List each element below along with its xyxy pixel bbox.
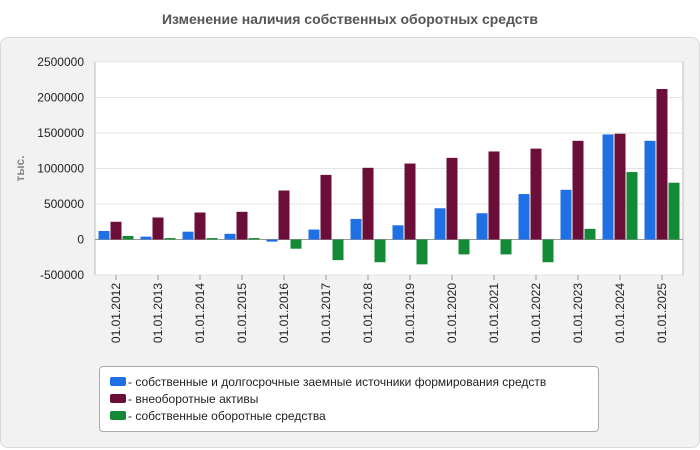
bar-s1-01.01.2023 xyxy=(560,189,572,240)
legend-swatch-sources xyxy=(110,377,126,386)
x-tick-label: 01.01.2015 xyxy=(235,283,249,343)
y-axis-label: тыс. xyxy=(13,155,27,181)
bar-s2-01.01.2013 xyxy=(152,217,164,240)
bar-s1-01.01.2025 xyxy=(644,140,656,240)
bar-s3-01.01.2013 xyxy=(164,238,176,240)
bar-s1-01.01.2018 xyxy=(350,218,362,240)
bar-s2-01.01.2014 xyxy=(194,212,206,240)
bar-s3-01.01.2024 xyxy=(626,172,638,240)
bar-s3-01.01.2015 xyxy=(248,238,260,240)
x-tick-label: 01.01.2016 xyxy=(277,283,291,343)
legend-swatch-noncurrent-assets xyxy=(110,394,126,403)
chart-legend: - собственные и долгосрочные заемные ист… xyxy=(99,366,599,432)
bar-s1-01.01.2013 xyxy=(140,236,152,240)
bar-s2-01.01.2025 xyxy=(656,88,668,240)
bar-s1-01.01.2015 xyxy=(224,233,236,240)
bar-s1-01.01.2020 xyxy=(434,208,446,240)
bar-s3-01.01.2020 xyxy=(458,239,470,255)
x-tick-label: 01.01.2018 xyxy=(361,283,375,343)
legend-swatch-working-capital xyxy=(110,411,126,420)
bar-s3-01.01.2012 xyxy=(122,235,134,240)
legend-item-noncurrent-assets: - внеоборотные активы xyxy=(110,390,598,407)
bar-s1-01.01.2017 xyxy=(308,229,320,240)
bar-s3-01.01.2016 xyxy=(290,239,302,249)
x-tick-label: 01.01.2014 xyxy=(193,283,207,343)
legend-label-noncurrent-assets: - внеоборотные активы xyxy=(128,391,259,406)
bar-s2-01.01.2016 xyxy=(278,190,290,240)
y-tick-label: -500000 xyxy=(40,268,84,282)
y-tick-label: 1000000 xyxy=(37,162,84,176)
bar-s2-01.01.2015 xyxy=(236,211,248,240)
x-tick-label: 01.01.2019 xyxy=(403,283,417,343)
y-tick-label: 1500000 xyxy=(37,126,84,140)
bar-s1-01.01.2022 xyxy=(518,194,530,240)
bar-s3-01.01.2023 xyxy=(584,228,596,240)
bar-s3-01.01.2021 xyxy=(500,239,512,255)
y-tick-label: 500000 xyxy=(44,197,84,211)
bar-s1-01.01.2012 xyxy=(98,230,110,240)
y-tick-label: 0 xyxy=(77,233,84,247)
bar-s2-01.01.2022 xyxy=(530,148,542,240)
bar-s2-01.01.2019 xyxy=(404,163,416,240)
x-tick-label: 01.01.2025 xyxy=(655,283,669,343)
bar-s2-01.01.2024 xyxy=(614,133,626,240)
bar-s2-01.01.2017 xyxy=(320,174,332,240)
bar-s2-01.01.2023 xyxy=(572,140,584,240)
x-tick-label: 01.01.2024 xyxy=(613,283,627,343)
legend-label-working-capital: - собственные оборотные средства xyxy=(128,408,326,423)
x-tick-label: 01.01.2017 xyxy=(319,283,333,343)
legend-item-working-capital: - собственные оборотные средства xyxy=(110,407,598,424)
bar-s1-01.01.2019 xyxy=(392,225,404,240)
bar-s1-01.01.2014 xyxy=(182,231,194,240)
bar-s2-01.01.2021 xyxy=(488,151,500,240)
bar-s3-01.01.2025 xyxy=(668,182,680,240)
x-tick-label: 01.01.2022 xyxy=(529,283,543,343)
bar-s2-01.01.2018 xyxy=(362,167,374,240)
chart-title: Изменение наличия собственных оборотных … xyxy=(161,11,539,27)
bar-s1-01.01.2016 xyxy=(266,239,278,242)
legend-label-sources: - собственные и долгосрочные заемные ист… xyxy=(128,374,547,389)
y-tick-label: 2500000 xyxy=(37,55,84,69)
bar-s3-01.01.2019 xyxy=(416,239,428,265)
legend-item-sources: - собственные и долгосрочные заемные ист… xyxy=(110,373,598,390)
bar-s1-01.01.2024 xyxy=(602,134,614,240)
bar-s2-01.01.2012 xyxy=(110,221,122,240)
bar-s3-01.01.2018 xyxy=(374,239,386,263)
x-tick-label: 01.01.2012 xyxy=(109,283,123,343)
bar-s3-01.01.2014 xyxy=(206,238,218,240)
x-tick-label: 01.01.2021 xyxy=(487,283,501,343)
x-tick-label: 01.01.2013 xyxy=(151,283,165,343)
x-tick-label: 01.01.2020 xyxy=(445,283,459,343)
bar-s3-01.01.2022 xyxy=(542,239,554,263)
bar-s1-01.01.2021 xyxy=(476,213,488,240)
bar-s2-01.01.2020 xyxy=(446,157,458,240)
y-tick-label: 2000000 xyxy=(37,91,84,105)
x-tick-label: 01.01.2023 xyxy=(571,283,585,343)
bar-s3-01.01.2017 xyxy=(332,239,344,261)
